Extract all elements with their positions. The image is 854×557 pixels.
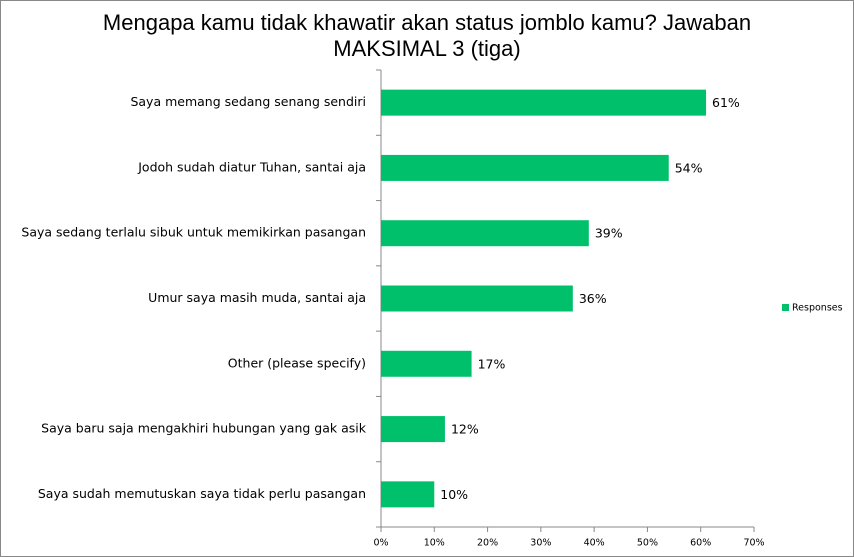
bar	[381, 89, 707, 116]
bar	[381, 481, 435, 508]
value-label: 12%	[451, 422, 479, 437]
x-tick-label: 10%	[424, 538, 445, 549]
bar	[381, 285, 573, 312]
category-label: Jodoh sudah diatur Tuhan, santai aja	[137, 159, 366, 174]
x-tick-label: 50%	[637, 538, 658, 549]
category-label: Other (please specify)	[228, 355, 366, 370]
x-tick-label: 0%	[373, 538, 388, 549]
category-label: Saya memang sedang senang sendiri	[130, 94, 366, 109]
x-tick-label: 60%	[690, 538, 711, 549]
value-label: 39%	[595, 226, 623, 241]
chart-title: Mengapa kamu tidak khawatir akan status …	[102, 10, 752, 61]
x-tick-label: 20%	[477, 538, 498, 549]
category-label: Umur saya masih muda, santai aja	[148, 290, 366, 305]
category-label: Saya baru saja mengakhiri hubungan yang …	[41, 421, 367, 436]
legend-label: Responses	[792, 303, 843, 314]
value-label: 61%	[712, 95, 740, 110]
legend-swatch	[782, 304, 789, 311]
value-label: 10%	[440, 487, 468, 502]
value-label: 54%	[675, 160, 703, 175]
x-tick-label: 40%	[584, 538, 605, 549]
bar	[381, 220, 589, 247]
bar	[381, 350, 472, 377]
x-tick-label: 70%	[743, 538, 764, 549]
bar	[381, 416, 445, 443]
x-tick-label: 30%	[530, 538, 551, 549]
value-label: 36%	[579, 291, 607, 306]
category-label: Saya sedang terlalu sibuk untuk memikirk…	[21, 225, 366, 240]
value-label: 17%	[478, 356, 506, 371]
bar	[381, 154, 669, 181]
category-label: Saya sudah memutuskan saya tidak perlu p…	[38, 486, 366, 501]
